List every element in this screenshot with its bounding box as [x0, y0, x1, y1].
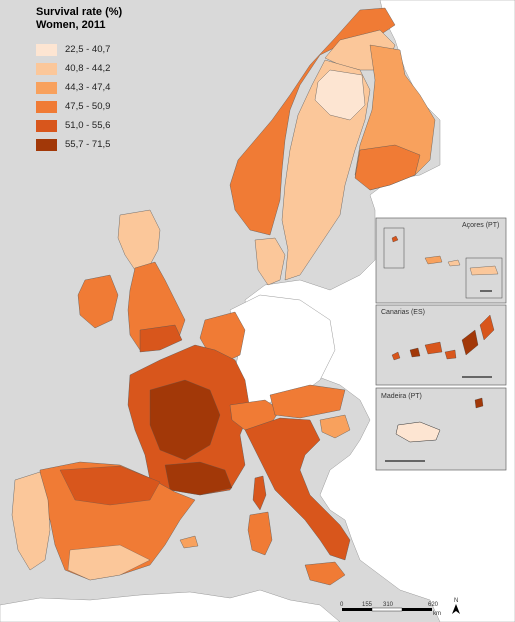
scale-tick-155: 155	[362, 602, 373, 608]
region-spain-north	[59, 465, 161, 506]
legend-swatch	[36, 43, 57, 56]
map-legend: Survival rate (%) Women, 2011 22,5 - 40,…	[36, 6, 176, 154]
region-uk-south	[139, 324, 183, 353]
region-ireland	[77, 274, 119, 329]
legend-label: 51,0 - 55,6	[65, 120, 111, 131]
legend-swatch	[36, 119, 57, 132]
region-spain-south	[67, 544, 151, 581]
region-sweden-north	[314, 69, 366, 121]
scale-tick-0: 0	[340, 602, 344, 608]
region-italy	[244, 417, 351, 561]
region-finland-south	[354, 144, 421, 191]
legend-swatch	[36, 62, 57, 75]
scale-tick-310: 310	[383, 602, 394, 608]
legend-subtitle: Women, 2011	[36, 19, 106, 31]
legend-item: 40,8 - 44,2	[36, 59, 176, 78]
legend-label: 47,5 - 50,9	[65, 101, 111, 112]
legend-swatch	[36, 138, 57, 151]
inset-azores-label: Açores (PT)	[462, 222, 499, 229]
legend-label: 55,7 - 71,5	[65, 139, 111, 150]
legend-item: 22,5 - 40,7	[36, 40, 176, 59]
scale-bar: 0 155 310 620 km	[340, 602, 441, 617]
inset-azores	[375, 217, 507, 304]
legend-item: 51,0 - 55,6	[36, 116, 176, 135]
legend-swatch	[36, 100, 57, 113]
region-slovenia	[319, 414, 351, 439]
region-sardinia	[247, 511, 273, 556]
region-balearic	[179, 535, 199, 549]
scale-tick-620: 620	[428, 602, 439, 608]
north-arrow-icon: N	[452, 598, 460, 614]
region-france-center	[149, 379, 221, 461]
inset-canarias	[375, 304, 507, 386]
legend-label: 44,3 - 47,4	[65, 82, 111, 93]
legend-item: 55,7 - 71,5	[36, 135, 176, 154]
inset-madeira-label: Madeira (PT)	[381, 393, 422, 400]
legend-item: 44,3 - 47,4	[36, 78, 176, 97]
region-austria	[269, 384, 346, 419]
region-denmark	[254, 237, 286, 286]
legend-item: 47,5 - 50,9	[36, 97, 176, 116]
legend-label: 40,8 - 44,2	[65, 63, 111, 74]
legend-swatch	[36, 81, 57, 94]
inset-madeira	[375, 387, 507, 471]
legend-title: Survival rate (%)	[36, 6, 123, 18]
legend-label: 22,5 - 40,7	[65, 44, 111, 55]
region-corsica	[252, 475, 267, 511]
region-sicily	[304, 561, 346, 586]
north-africa-land	[0, 589, 341, 622]
north-arrow-label: N	[454, 598, 458, 604]
inset-canarias-label: Canarias (ES)	[381, 309, 425, 316]
scale-unit: km	[433, 611, 441, 617]
region-portugal	[11, 471, 51, 571]
